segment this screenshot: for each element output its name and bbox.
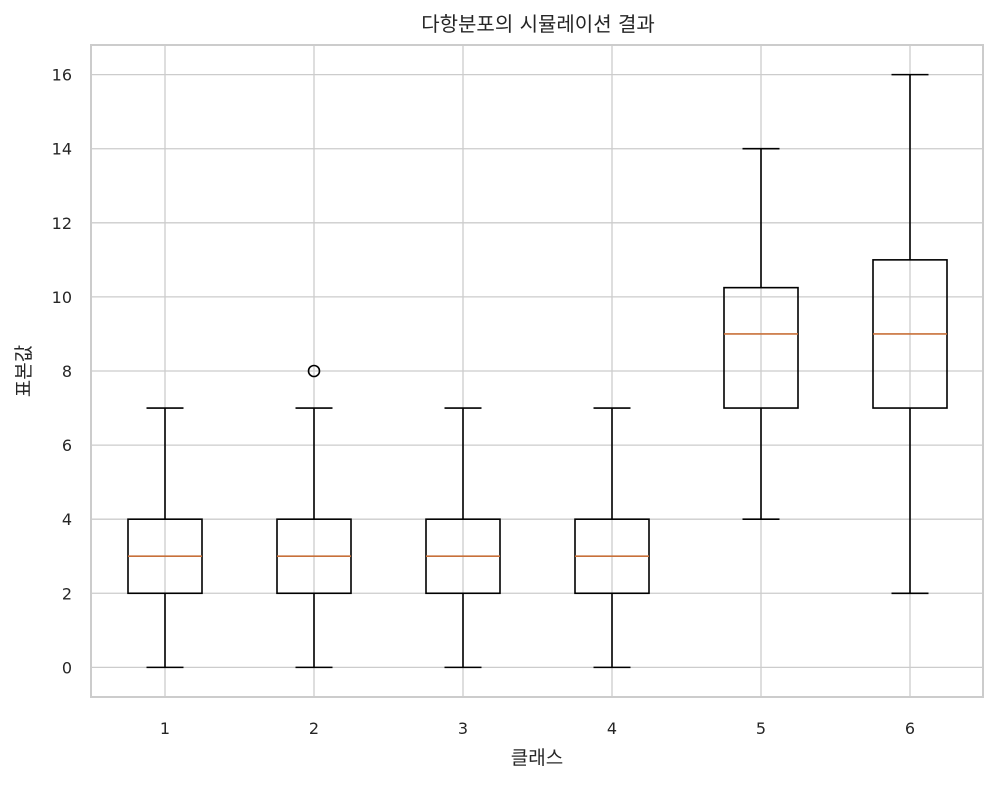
y-tick-label: 6: [62, 436, 72, 455]
y-tick-label: 12: [52, 214, 72, 233]
x-tick-label: 1: [160, 719, 170, 738]
iqr-box: [723, 286, 799, 409]
y-tick-label: 8: [62, 362, 72, 381]
y-tick-label: 4: [62, 510, 72, 529]
x-tick-label: 6: [905, 719, 915, 738]
x-axis-label: 클래스: [511, 747, 563, 769]
y-tick-label: 16: [52, 66, 72, 85]
x-tick-label: 5: [756, 719, 766, 738]
x-tick-label: 2: [309, 719, 319, 738]
boxes: [127, 73, 948, 669]
y-tick-label: 14: [52, 140, 72, 159]
box-group-3: [425, 407, 501, 669]
box-group-2: [276, 364, 352, 669]
box-group-6: [872, 73, 948, 595]
x-tick-label: 4: [607, 719, 617, 738]
chart-title: 다항분포의 시뮬레이션 결과: [421, 12, 655, 36]
plot-frame: [90, 44, 984, 698]
box-group-4: [574, 407, 650, 669]
y-axis-label: 표본값: [13, 345, 35, 397]
box-group-1: [127, 407, 203, 669]
x-tick-label: 3: [458, 719, 468, 738]
grid: [91, 45, 983, 697]
y-tick-label: 10: [52, 288, 72, 307]
y-tick-label: 0: [62, 658, 72, 677]
box-group-5: [723, 147, 799, 520]
outlier-point: [307, 364, 321, 378]
y-tick-label: 2: [62, 584, 72, 603]
